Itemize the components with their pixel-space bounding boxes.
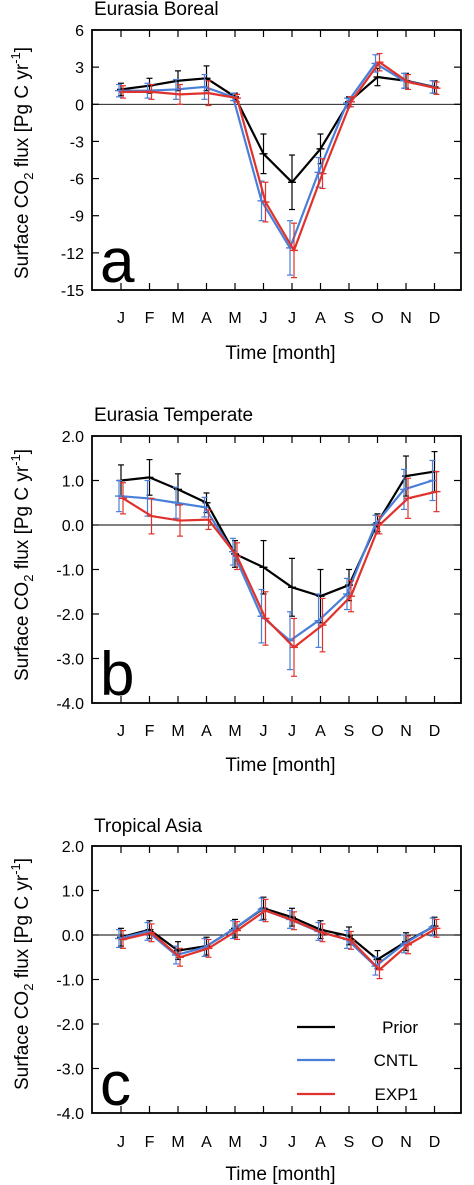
x-tick-label: O — [371, 1134, 383, 1151]
x-tick-label: A — [315, 1134, 326, 1151]
legend-label: EXP1 — [375, 1085, 418, 1104]
plot-frame — [91, 29, 462, 291]
x-tick-label: J — [260, 310, 268, 327]
x-tick-label: M — [171, 723, 184, 740]
chart-panel-b: 2.01.00.0-1.0-2.0-3.0-4.0J F M A M J J A S O N DEur… — [8, 405, 462, 776]
series-line — [122, 909, 438, 971]
x-tick-label: M — [228, 1134, 241, 1151]
series-line — [120, 470, 435, 598]
x-tick-label: J — [117, 723, 125, 740]
series-prior — [117, 65, 439, 211]
y-tick-label: 0.0 — [62, 928, 84, 945]
y-tick-label: -4.0 — [56, 1106, 84, 1123]
x-tick-label: D — [429, 1134, 441, 1151]
series-line — [123, 61, 437, 252]
y-tick-label: -12 — [61, 246, 84, 263]
x-tick-label: J — [288, 1134, 296, 1151]
y-tick-label: 1.0 — [62, 884, 84, 901]
y-tick-label: 2.0 — [62, 839, 84, 856]
panel-letter: a — [100, 227, 135, 296]
y-tick-label: 6 — [75, 23, 84, 40]
y-tick-label: -15 — [61, 283, 84, 300]
x-tick-label: O — [371, 310, 383, 327]
x-tick-label: J — [260, 723, 268, 740]
y-tick-label: -1.0 — [56, 563, 84, 580]
x-axis-label: Time [month] — [225, 755, 335, 776]
chart-title: Eurasia Temperate — [94, 405, 253, 426]
series-prior — [117, 450, 439, 624]
legend: Prior CNTL EXP1 — [297, 1018, 418, 1104]
series-cntl — [115, 897, 437, 976]
y-tick-label: 1.0 — [62, 474, 84, 491]
x-tick-label: M — [228, 723, 241, 740]
series-line — [119, 62, 433, 250]
y-tick-label: -6 — [70, 172, 84, 189]
x-tick-label: A — [201, 723, 212, 740]
y-axis-label: Surface CO2 flux [Pg C yr-1] — [8, 858, 36, 1090]
y-tick-label: -9 — [70, 209, 84, 226]
legend-label: Prior — [382, 1018, 418, 1037]
panel-letter: b — [100, 640, 134, 709]
y-tick-label: -2.0 — [56, 1017, 84, 1034]
series-prior — [117, 896, 439, 969]
x-tick-label: J — [117, 310, 125, 327]
plot-frame — [91, 845, 462, 1114]
series-exp1 — [119, 471, 441, 677]
x-tick-label: A — [201, 310, 212, 327]
x-tick-label: J — [260, 1134, 268, 1151]
series-line — [122, 490, 437, 649]
series-line — [120, 907, 436, 961]
x-tick-label: D — [429, 723, 441, 740]
x-tick-label: A — [315, 310, 326, 327]
series-line — [118, 908, 434, 968]
y-tick-label: 3 — [75, 60, 84, 77]
series-exp1 — [119, 898, 441, 980]
y-tick-label: -3.0 — [56, 652, 84, 669]
chart-title: Tropical Asia — [94, 816, 202, 837]
y-axis-label: Surface CO2 flux [Pg C yr-1] — [8, 449, 36, 681]
x-tick-label: N — [400, 1134, 412, 1151]
series-line — [120, 75, 435, 184]
x-tick-label: N — [400, 723, 412, 740]
series-line — [118, 479, 433, 642]
x-tick-label: A — [201, 1134, 212, 1151]
x-tick-label: M — [171, 1134, 184, 1151]
y-tick-label: -2.0 — [56, 607, 84, 624]
x-tick-label: S — [344, 723, 355, 740]
y-tick-label: -3.0 — [56, 1062, 84, 1079]
x-tick-label: N — [400, 310, 412, 327]
panel-letter: c — [100, 1050, 131, 1119]
x-tick-label: A — [315, 723, 326, 740]
x-tick-label: S — [344, 310, 355, 327]
x-axis-label: Time [month] — [225, 1164, 335, 1185]
x-tick-label: O — [371, 723, 383, 740]
series-exp1 — [119, 52, 441, 279]
x-tick-label: S — [344, 1134, 355, 1151]
x-axis-label: Time [month] — [225, 343, 335, 364]
y-tick-label: -3 — [70, 134, 84, 151]
x-tick-label: F — [145, 1134, 155, 1151]
y-tick-label: -4.0 — [56, 696, 84, 713]
chart-panel-c: 2.01.00.0-1.0-2.0-3.0-4.0J F M A M J J A S O N DTro… — [8, 816, 462, 1185]
y-tick-label: 2.0 — [62, 429, 84, 446]
x-tick-label: J — [288, 310, 296, 327]
x-tick-label: M — [171, 310, 184, 327]
y-tick-label: 0.0 — [62, 518, 84, 535]
legend-label: CNTL — [374, 1051, 418, 1070]
y-tick-label: 0 — [75, 97, 84, 114]
x-tick-label: M — [228, 310, 241, 327]
x-tick-label: J — [288, 723, 296, 740]
y-tick-label: -1.0 — [56, 973, 84, 990]
y-axis-label: Surface CO2 flux [Pg C yr-1] — [8, 47, 36, 279]
chart-title: Eurasia Boreal — [94, 0, 219, 20]
series-cntl — [115, 459, 437, 671]
x-tick-label: J — [117, 1134, 125, 1151]
x-tick-label: F — [145, 723, 155, 740]
x-tick-label: F — [145, 310, 155, 327]
x-tick-label: D — [429, 310, 441, 327]
